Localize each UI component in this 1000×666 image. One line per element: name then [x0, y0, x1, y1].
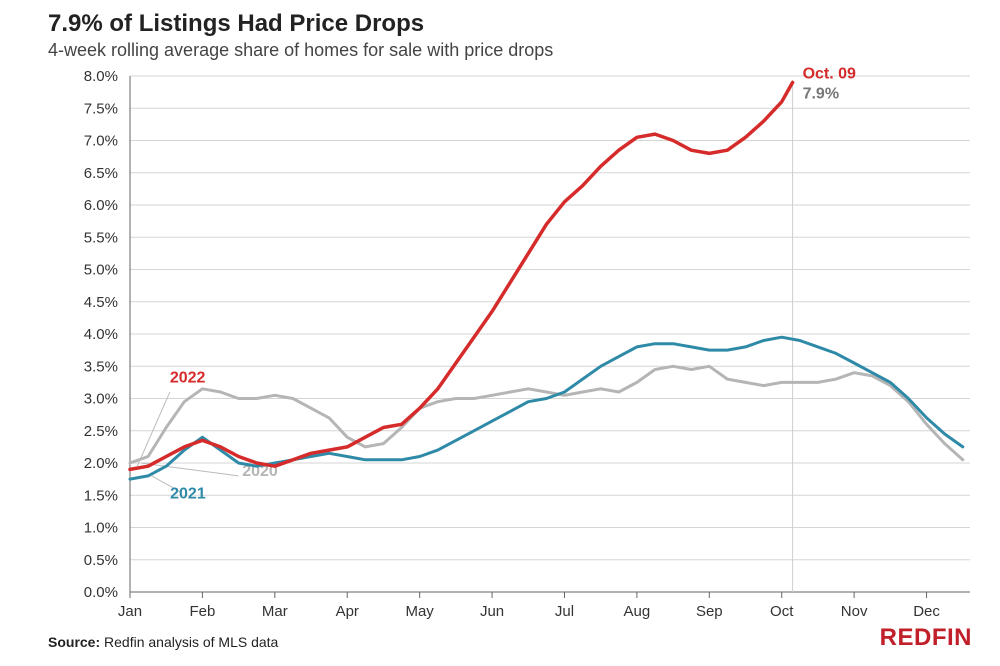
- svg-text:5.0%: 5.0%: [84, 262, 118, 279]
- svg-text:1.5%: 1.5%: [84, 487, 118, 504]
- svg-text:2.5%: 2.5%: [84, 423, 118, 440]
- svg-text:May: May: [405, 603, 434, 620]
- svg-text:Oct: Oct: [770, 603, 794, 620]
- svg-text:0.5%: 0.5%: [84, 552, 118, 569]
- svg-text:4.5%: 4.5%: [84, 294, 118, 311]
- svg-text:1.0%: 1.0%: [84, 520, 118, 537]
- svg-text:Dec: Dec: [913, 603, 940, 620]
- svg-text:4.0%: 4.0%: [84, 326, 118, 343]
- svg-text:Sep: Sep: [696, 603, 723, 620]
- svg-text:0.0%: 0.0%: [84, 584, 118, 601]
- svg-text:8.0%: 8.0%: [84, 68, 118, 85]
- svg-text:2021: 2021: [170, 485, 206, 502]
- svg-text:Nov: Nov: [841, 603, 868, 620]
- svg-text:Jan: Jan: [118, 603, 142, 620]
- line-chart: 0.0% 0.5% 1.0% 1.5% 2.0% 2.5% 3.0% 3.5% 4.0% 4.5%…: [0, 0, 1000, 666]
- svg-text:Jul: Jul: [555, 603, 574, 620]
- svg-text:3.0%: 3.0%: [84, 391, 118, 408]
- svg-text:Jun: Jun: [480, 603, 504, 620]
- svg-text:6.0%: 6.0%: [84, 197, 118, 214]
- svg-text:Feb: Feb: [189, 603, 215, 620]
- chart-container: 7.9% of Listings Had Price Drops 4-week …: [0, 0, 1000, 666]
- svg-text:6.5%: 6.5%: [84, 165, 118, 182]
- svg-text:2.0%: 2.0%: [84, 455, 118, 472]
- svg-text:7.5%: 7.5%: [84, 100, 118, 117]
- svg-text:Mar: Mar: [262, 603, 288, 620]
- svg-text:Oct. 09: Oct. 09: [803, 65, 856, 82]
- svg-text:5.5%: 5.5%: [84, 229, 118, 246]
- svg-text:2022: 2022: [170, 369, 206, 386]
- svg-text:Apr: Apr: [336, 603, 359, 620]
- source-label: Source: Redfin analysis of MLS data: [48, 634, 278, 650]
- svg-text:Aug: Aug: [624, 603, 651, 620]
- redfin-logo: REDFIN: [880, 624, 972, 652]
- svg-text:3.5%: 3.5%: [84, 358, 118, 375]
- svg-text:7.9%: 7.9%: [803, 85, 839, 102]
- svg-text:7.0%: 7.0%: [84, 133, 118, 150]
